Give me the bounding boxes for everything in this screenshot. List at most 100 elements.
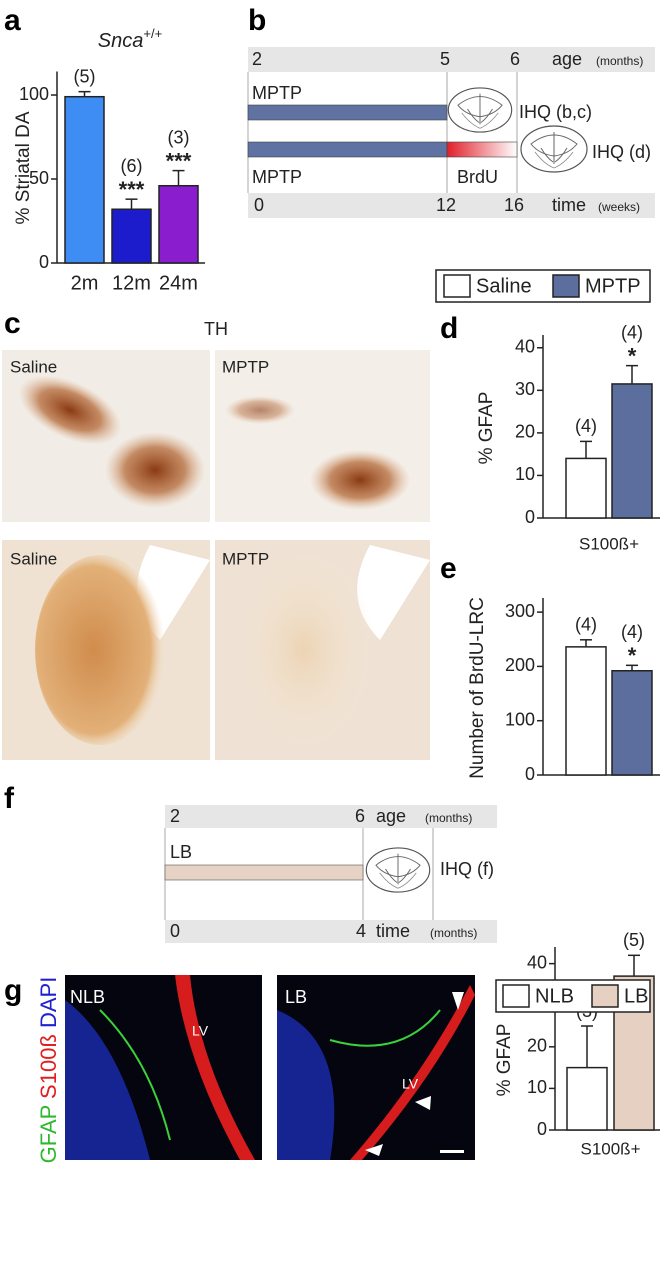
age-unit: (months) [596, 54, 643, 68]
n-label: (4) [621, 322, 643, 342]
stain-legend: GFAP S100ß DAPI [36, 977, 61, 1164]
panel-letter: b [248, 4, 266, 37]
age-tick: 5 [440, 49, 450, 69]
age-band [248, 47, 655, 72]
y-tick-label: 200 [505, 655, 535, 675]
y-axis-label: % GFAP [494, 1024, 515, 1097]
panel-letter: g [4, 974, 22, 1007]
significance-label: *** [166, 148, 192, 173]
y-tick-label: 0 [537, 1119, 547, 1139]
legend-swatch [552, 274, 580, 298]
dapi-region [277, 1010, 335, 1160]
brain-icon [447, 87, 513, 133]
bar [565, 457, 607, 519]
age-tick: 2 [252, 49, 262, 69]
brdu-bar [446, 141, 518, 158]
legend-label: MPTP [585, 275, 641, 297]
y-tick-label: 100 [505, 709, 535, 729]
legend-swatch [443, 274, 471, 298]
stain-name: DAPI [36, 977, 61, 1028]
brain-icon [365, 847, 431, 893]
image-label: LV [192, 1023, 209, 1039]
bar [64, 95, 105, 264]
bar [565, 646, 607, 776]
y-tick-label: 10 [527, 1077, 547, 1097]
stain-title: TH [204, 319, 228, 339]
y-tick-label: 0 [525, 507, 535, 527]
bar [611, 670, 653, 776]
time-band [165, 920, 497, 943]
time-tick: 0 [170, 921, 180, 941]
treatment-bar [247, 141, 448, 158]
row-mid: BrdU [457, 167, 498, 187]
x-tick-label: S100ß+ [579, 534, 639, 553]
timeline-b: 2 5 6 age (months) MPTP IHQ (b,c) IHQ (d… [247, 47, 655, 218]
n-label: (5) [74, 66, 96, 86]
panel-letter: c [4, 307, 21, 340]
age-label: age [376, 806, 406, 826]
stain-blob [310, 450, 410, 510]
y-tick-label: 20 [515, 422, 535, 442]
bar [111, 208, 152, 264]
scale-bar [440, 1150, 464, 1153]
stain-blob [105, 432, 205, 508]
treatment-bar [247, 104, 448, 121]
panel-letter: f [4, 782, 15, 815]
y-tick-label: 40 [515, 337, 535, 357]
stain-blob [18, 375, 122, 445]
y-tick-label: 40 [527, 952, 547, 972]
x-tick-label: S100ß+ [580, 1139, 640, 1158]
panel-letter: e [440, 552, 457, 585]
stain-name: S100ß [36, 1034, 61, 1099]
n-label: (4) [575, 615, 597, 635]
time-tick: 16 [504, 195, 524, 215]
striatum [245, 555, 375, 745]
age-tick: 6 [355, 806, 365, 826]
row-label: LB [170, 842, 192, 862]
y-tick-label: 0 [39, 252, 49, 272]
time-label: time [552, 195, 586, 215]
time-unit: (months) [430, 926, 477, 940]
bar [611, 383, 653, 519]
image-label: MPTP [222, 549, 269, 568]
x-tick-label: 12m [112, 272, 151, 294]
age-tick: 2 [170, 806, 180, 826]
time-label: time [376, 921, 410, 941]
row-label: MPTP [252, 167, 302, 187]
gfap-region [99, 1009, 171, 1141]
y-tick-label: 10 [515, 464, 535, 484]
y-axis-label: % GFAP [476, 392, 497, 465]
bar [158, 184, 199, 264]
panel-letter: a [4, 4, 21, 37]
chart-title: Snca+/+ [98, 26, 162, 52]
age-label: age [552, 49, 582, 69]
image-label: MPTP [222, 357, 269, 376]
row-end: IHQ (b,c) [519, 102, 592, 122]
y-tick-label: 30 [515, 379, 535, 399]
y-tick-label: 0 [525, 764, 535, 784]
dapi-region [65, 1000, 150, 1160]
x-tick-label: 24m [159, 272, 198, 294]
images-c: TH Saline MPTP Saline MPTP [2, 319, 430, 760]
n-label: (3) [168, 127, 190, 147]
legend-label: LB [624, 985, 648, 1007]
panel-letter: d [440, 312, 458, 345]
significance-label: *** [119, 177, 145, 202]
n-label: (4) [575, 416, 597, 436]
legend-swatch [591, 984, 619, 1008]
bar [566, 1066, 608, 1131]
row-end: IHQ (f) [440, 859, 494, 879]
time-tick: 12 [436, 195, 456, 215]
significance-label: * [628, 343, 637, 368]
image-label: Saline [10, 357, 57, 376]
y-tick-label: 100 [19, 84, 49, 104]
y-tick-label: 300 [505, 601, 535, 621]
y-tick-label: 50 [29, 168, 49, 188]
row-end: IHQ (d) [592, 142, 651, 162]
significance-label: * [628, 643, 637, 668]
n-label: (5) [623, 930, 645, 950]
treatment-bar [164, 864, 364, 881]
title-text: Snca [98, 30, 144, 52]
y-axis-label: Number of BrdU-LRC [467, 597, 488, 779]
